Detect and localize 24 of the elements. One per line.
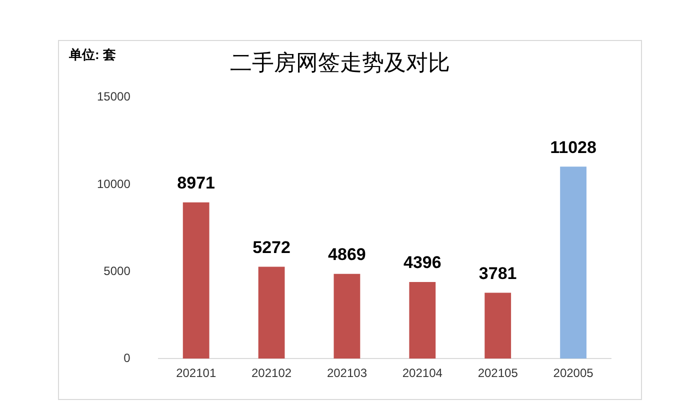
y-tick-label: 5000 [104, 264, 131, 278]
data-label: 8971 [177, 174, 215, 193]
x-tick-label: 202005 [553, 366, 594, 380]
text: 单位: 套 [68, 47, 116, 62]
x-tick-label: 202105 [478, 366, 518, 380]
data-label: 11028 [550, 138, 596, 157]
chart-title: 二手房网签走势及对比 [230, 50, 450, 75]
bar [409, 282, 436, 359]
y-tick-label: 0 [124, 350, 131, 365]
y-tick-label: 10000 [96, 176, 131, 191]
data-label: 4869 [328, 245, 366, 264]
x-tick-label: 202104 [402, 366, 443, 380]
bar [484, 292, 512, 359]
x-tick-label: 202102 [252, 366, 292, 380]
bar [258, 266, 285, 359]
bar [334, 274, 360, 359]
data-label: 5272 [252, 238, 290, 257]
x-tick-label: 202103 [326, 366, 368, 380]
y-tick-label: 15000 [96, 90, 131, 104]
bar [182, 202, 210, 359]
data-label: 4396 [403, 253, 442, 272]
x-tick-label: 202101 [176, 366, 216, 380]
bar [560, 166, 586, 359]
data-label: 3781 [478, 264, 517, 283]
